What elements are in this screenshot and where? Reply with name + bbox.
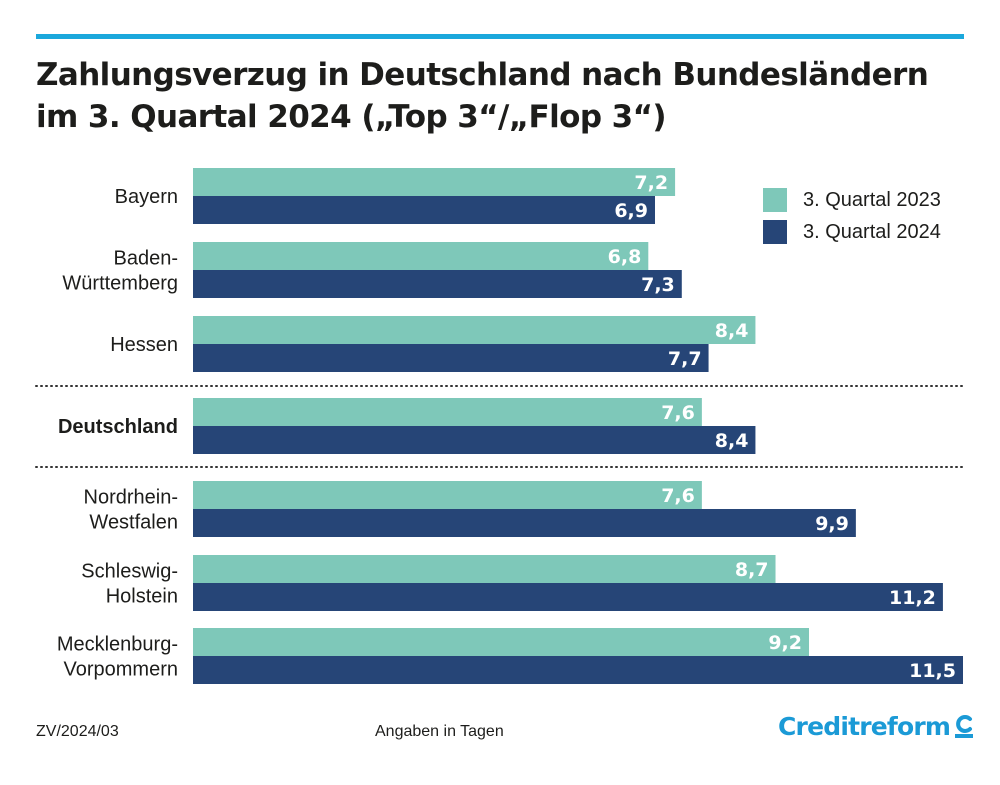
data-label: 9,9 <box>815 513 849 535</box>
bar-group-4: Nordrhein- Westfalen 7,6 9,9 <box>84 481 856 537</box>
bar-2024 <box>193 426 756 454</box>
category-label: Deutschland <box>58 416 178 438</box>
category-label: Westfalen <box>89 512 178 534</box>
creditreform-c-icon <box>955 714 974 738</box>
legend-item-2023: 3. Quartal 2023 <box>763 186 941 214</box>
bar-2024 <box>193 196 655 224</box>
category-label: Vorpommern <box>64 659 179 681</box>
bar-group-3: Deutschland 7,6 8,4 <box>58 398 756 454</box>
bar-2023 <box>193 481 702 509</box>
top-accent-line <box>36 34 964 39</box>
bar-group-5: Schleswig- Holstein 8,7 11,2 <box>81 555 943 611</box>
footer-unit-note: Angaben in Tagen <box>375 723 504 740</box>
data-label: 7,6 <box>661 485 695 507</box>
legend-swatch-2024 <box>763 220 787 244</box>
legend-item-2024: 3. Quartal 2024 <box>763 218 941 246</box>
bar-2024 <box>193 344 709 372</box>
data-label: 8,4 <box>715 430 749 452</box>
data-label: 9,2 <box>768 632 802 654</box>
bar-2023 <box>193 316 756 344</box>
bar-chart: Bayern 7,2 6,9 Baden- Württemberg 6,8 7,3 Hesse… <box>35 168 964 684</box>
creditreform-logo: Creditreform <box>778 712 974 741</box>
legend-swatch-2023 <box>763 188 787 212</box>
bar-2024 <box>193 583 943 611</box>
data-label: 6,8 <box>608 246 642 268</box>
data-label: 7,6 <box>661 402 695 424</box>
bar-group-1: Baden- Württemberg 6,8 7,3 <box>62 242 682 298</box>
chart-title-line-2: im 3. Quartal 2024 („Top 3“/„Flop 3“) <box>36 99 667 135</box>
bar-2023 <box>193 555 776 583</box>
bar-group-0: Bayern 7,2 6,9 <box>115 168 676 224</box>
data-label: 7,3 <box>641 274 675 296</box>
category-label: Hessen <box>110 334 178 356</box>
data-label: 8,7 <box>735 559 769 581</box>
legend: 3. Quartal 2023 3. Quartal 2024 <box>763 186 941 250</box>
bar-2024 <box>193 270 682 298</box>
legend-label-2024: 3. Quartal 2024 <box>803 220 941 243</box>
bar-2023 <box>193 242 649 270</box>
bar-2023 <box>193 168 676 196</box>
bar-2023 <box>193 398 702 426</box>
legend-label-2023: 3. Quartal 2023 <box>803 188 941 211</box>
category-label: Schleswig- <box>81 561 178 583</box>
data-label: 7,7 <box>668 348 702 370</box>
data-label: 7,2 <box>634 172 668 194</box>
chart-title: Zahlungsverzug in Deutschland nach Bunde… <box>36 54 966 138</box>
category-label: Bayern <box>115 186 178 208</box>
logo-text: Creditreform <box>778 712 951 741</box>
footer-code: ZV/2024/03 <box>36 723 119 740</box>
category-label: Holstein <box>106 586 178 608</box>
bar-group-2: Hessen 8,4 7,7 <box>110 316 756 372</box>
category-label: Württemberg <box>62 273 178 295</box>
bar-group-6: Mecklenburg- Vorpommern 9,2 11,5 <box>57 628 963 684</box>
data-label: 11,5 <box>909 660 956 682</box>
chart-title-line-1: Zahlungsverzug in Deutschland nach Bunde… <box>36 57 929 93</box>
data-label: 6,9 <box>614 200 648 222</box>
data-label: 11,2 <box>889 587 936 609</box>
bar-2024 <box>193 656 963 684</box>
data-label: 8,4 <box>715 320 749 342</box>
bar-2023 <box>193 628 809 656</box>
category-label: Mecklenburg- <box>57 634 178 656</box>
category-label: Baden- <box>114 248 179 270</box>
bar-2024 <box>193 509 856 537</box>
category-label: Nordrhein- <box>84 487 178 509</box>
